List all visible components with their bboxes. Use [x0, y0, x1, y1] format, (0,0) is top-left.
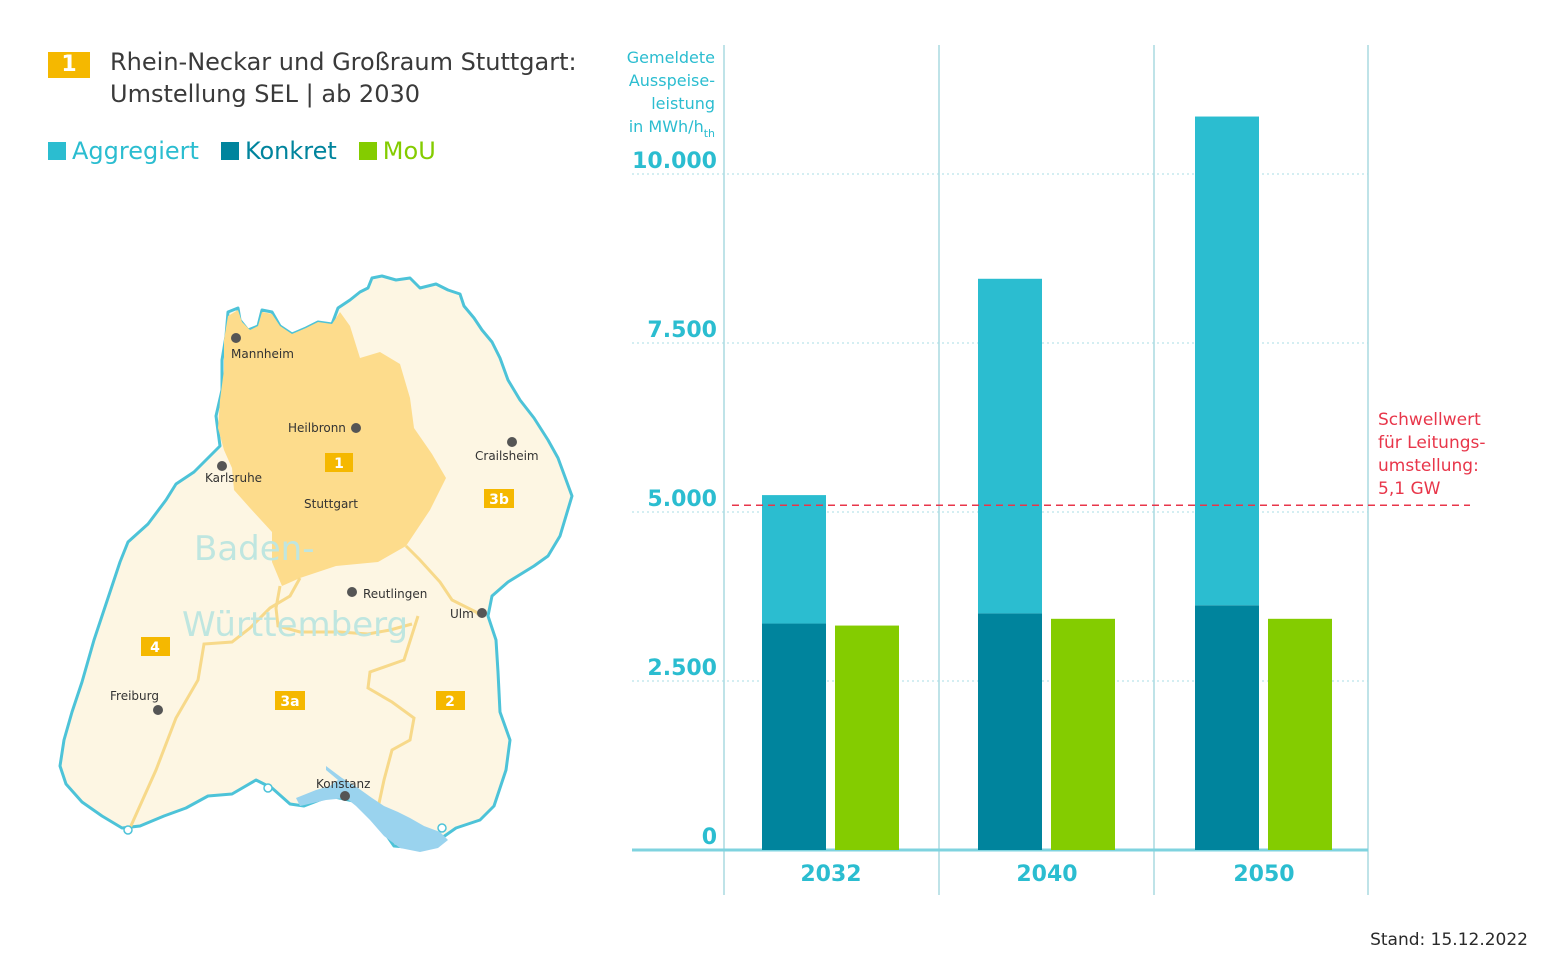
city-label-stuttgart: Stuttgart	[304, 497, 358, 511]
region-badge-3b: 3b	[484, 489, 514, 508]
bar-konkret-2050	[1195, 605, 1259, 850]
city-dot-freiburg	[153, 705, 163, 715]
legend-swatch-konkret	[220, 142, 239, 160]
bar-aggregiert-2032	[762, 495, 826, 624]
city-label-reutlingen: Reutlingen	[363, 587, 427, 601]
threshold-label-line-2: umstellung:	[1378, 456, 1479, 476]
city-dot-heilbronn	[351, 423, 361, 433]
city-label-karlsruhe: Karlsruhe	[205, 471, 262, 485]
region-badge-4: 4	[141, 637, 170, 656]
y-tick-label-1: 2.500	[647, 656, 717, 681]
region-badge-3b-label: 3b	[489, 492, 509, 508]
city-label-ulm: Ulm	[450, 607, 474, 621]
city-label-crailsheim: Crailsheim	[475, 449, 539, 463]
bar-mou-2040	[1051, 618, 1115, 850]
border-marker-2	[263, 783, 273, 793]
bar-aggregiert-2050	[1195, 116, 1259, 606]
region-badge-3a-label: 3a	[280, 694, 299, 710]
region-1-area	[218, 310, 446, 586]
bar-konkret-2032	[762, 623, 826, 850]
y-axis-label-subscript: th	[704, 127, 715, 140]
legend-item-aggregiert: Aggregiert	[48, 137, 199, 165]
title-line-2: Umstellung SEL | ab 2030	[110, 80, 421, 108]
x-category-label-2032: 2032	[800, 862, 861, 887]
city-dot-crailsheim	[507, 437, 517, 447]
legend-item-mou: MoU	[358, 137, 436, 165]
chart-legend: Aggregiert Konkret MoU	[48, 136, 458, 166]
city-dot-reutlingen	[347, 587, 357, 597]
y-tick-label-3: 7.500	[647, 318, 717, 343]
region-border-c	[366, 615, 420, 809]
region-border-a	[404, 544, 482, 618]
y-tick-label-4: 10.000	[632, 149, 717, 174]
bar-mou-2032	[835, 625, 899, 850]
region-border-b	[128, 577, 302, 829]
border-marker-1	[123, 825, 133, 835]
legend-label-konkret: Konkret	[244, 137, 337, 165]
page-title: Rhein-Neckar und Großraum Stuttgart: Ums…	[110, 46, 577, 110]
region-badge: 1	[48, 52, 90, 78]
legend-label-aggregiert: Aggregiert	[72, 137, 199, 165]
state-label-line2: Württemberg	[182, 605, 408, 645]
threshold-label-line-0: Schwellwert	[1378, 410, 1481, 430]
border-marker-3	[437, 823, 447, 833]
region-badge-2: 2	[436, 691, 465, 710]
threshold-label-line-3: 5,1 GW	[1378, 479, 1441, 499]
y-tick-label-2: 5.000	[647, 487, 717, 512]
city-dot-ulm	[477, 608, 487, 618]
city-label-konstanz: Konstanz	[316, 777, 370, 791]
region-badge-1: 1	[325, 453, 353, 472]
city-dot-mannheim	[231, 333, 241, 343]
y-axis-label-line-3: in MWh/hth	[629, 117, 715, 140]
city-label-freiburg: Freiburg	[110, 689, 159, 703]
legend-swatch-aggregiert	[48, 142, 66, 160]
title-line-1: Rhein-Neckar und Großraum Stuttgart:	[110, 48, 577, 76]
bar-mou-2050	[1268, 618, 1332, 850]
lake-constance	[296, 766, 448, 852]
legend-swatch-mou	[358, 142, 377, 160]
legend-label-mou: MoU	[382, 137, 436, 165]
region-map: Baden- Württemberg Mannheim Heilbronn Cr…	[58, 274, 574, 852]
state-label-line1: Baden-	[194, 529, 314, 569]
region-badge-4-label: 4	[150, 640, 160, 656]
region-border-d	[274, 585, 413, 636]
threshold-label-line-1: für Leitungs-	[1378, 433, 1486, 453]
bar-konkret-2040	[978, 613, 1042, 850]
stand-date: Stand: 15.12.2022	[1370, 930, 1528, 950]
city-label-mannheim: Mannheim	[231, 347, 294, 361]
region-badge-2-label: 2	[445, 694, 455, 710]
y-tick-label-0: 0	[702, 825, 717, 850]
legend-item-konkret: Konkret	[220, 137, 337, 165]
city-label-heilbronn: Heilbronn	[288, 421, 346, 435]
city-dot-karlsruhe	[217, 461, 227, 471]
region-badge-3a: 3a	[275, 691, 305, 710]
y-axis-label-line-2: leistung	[651, 94, 715, 113]
bar-aggregiert-2040	[978, 278, 1042, 614]
x-category-label-2050: 2050	[1233, 862, 1294, 887]
city-dot-konstanz	[340, 791, 350, 801]
y-axis-label-line-1: Ausspeise-	[629, 71, 715, 90]
x-category-label-2040: 2040	[1016, 862, 1077, 887]
region-badge-1-label: 1	[334, 456, 344, 472]
y-axis-label-line-0: Gemeldete	[627, 48, 715, 67]
